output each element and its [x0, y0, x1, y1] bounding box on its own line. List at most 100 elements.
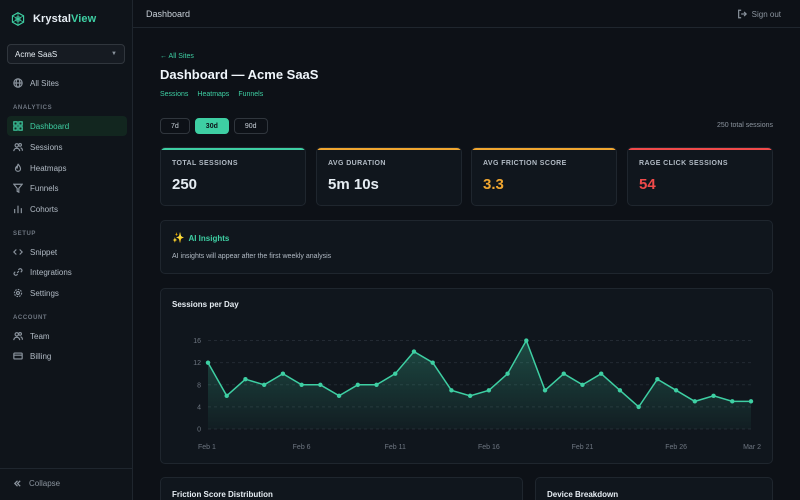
funnel-icon — [13, 183, 23, 193]
device-breakdown-title: Device Breakdown — [547, 490, 619, 499]
brand[interactable]: KrystalView — [11, 10, 96, 28]
chart-point — [692, 399, 698, 404]
chart-point — [243, 377, 248, 382]
device-breakdown-card: Device Breakdown — [535, 477, 773, 500]
chevrons-left-icon — [13, 480, 21, 487]
range-button-90d[interactable]: 90d — [233, 118, 268, 134]
chart-series-line — [207, 338, 751, 409]
stat-card-accent — [628, 148, 772, 150]
sidebar-item-heatmaps[interactable]: Heatmaps — [7, 158, 127, 178]
chart-x-tick-label: Feb 11 — [385, 444, 406, 451]
sidebar-item-settings[interactable]: Settings — [7, 283, 127, 303]
chart-point — [261, 382, 267, 387]
chart-x-tick-label: Feb 26 — [665, 444, 687, 451]
chevron-down-icon: ▼ — [111, 51, 117, 57]
chart-y-tick-label: 0 — [197, 427, 201, 434]
chart-title: Sessions per Day — [172, 300, 239, 309]
stat-value: 250 — [172, 176, 198, 193]
stat-card-total-sessions: TOTAL SESSIONS 250 — [160, 147, 306, 206]
stat-value: 5m 10s — [328, 176, 379, 193]
friction-distribution-title: Friction Score Distribution — [172, 490, 273, 499]
sidebar-item-label: Cohorts — [30, 204, 59, 214]
stat-value: 3.3 — [483, 176, 504, 193]
chart-x-tick-label: Feb 16 — [478, 444, 500, 451]
sidebar-item-label: Billing — [30, 351, 52, 361]
chart-x-tick-label: Feb 1 — [198, 444, 216, 451]
chart-point — [636, 404, 641, 410]
ai-insights-panel: ✨ AI Insights AI insights will appear af… — [160, 220, 773, 274]
section-label-analytics: ANALYTICS — [13, 105, 53, 111]
subnav-link-sessions[interactable]: Sessions — [160, 91, 189, 98]
chart-x-tick-label: Mar 2 — [743, 444, 761, 451]
link-icon — [13, 268, 23, 276]
sidebar-item-all-sites[interactable]: All Sites — [7, 73, 127, 93]
chart-x-tick-label: Feb 6 — [293, 444, 311, 451]
stat-card-avg-duration: AVG DURATION 5m 10s — [316, 147, 462, 206]
sidebar-item-sessions[interactable]: Sessions — [7, 137, 127, 157]
chart-point — [561, 371, 566, 376]
org-selector[interactable]: Acme SaaS ▼ — [7, 44, 125, 64]
globe-icon — [13, 78, 23, 88]
card-icon — [13, 352, 23, 360]
sign-out-button[interactable]: Sign out — [737, 9, 781, 19]
crystal-logo-icon — [11, 12, 25, 26]
chart-point — [299, 382, 304, 387]
sidebar-item-funnels[interactable]: Funnels — [7, 178, 127, 198]
chart-y-tick-label: 8 — [197, 382, 201, 389]
sessions-per-day-chart: Sessions per Day 0 4 8 12 16 Feb 1 Feb 6 Feb 11… — [160, 288, 773, 464]
main-content: ← All Sites Dashboard — Acme SaaS Sessio… — [133, 29, 800, 500]
chart-point — [711, 393, 716, 399]
chart-point — [748, 399, 754, 404]
range-button-30d[interactable]: 30d — [194, 118, 229, 134]
chart-canvas: 0 4 8 12 16 Feb 1 Feb 6 Feb 11 Feb 16 Feb 21 Feb 2… — [193, 338, 761, 451]
sidebar-item-label: Heatmaps — [30, 163, 67, 173]
back-to-sites-link[interactable]: ← All Sites — [160, 53, 194, 60]
ai-insights-title: AI Insights — [188, 234, 230, 243]
chart-point — [430, 360, 435, 365]
sidebar-item-label: All Sites — [30, 78, 59, 88]
brand-name: KrystalView — [33, 13, 97, 25]
chart-y-tick-label: 16 — [193, 338, 201, 345]
chart-area — [208, 340, 751, 429]
chart-point — [655, 377, 660, 382]
date-range-selector: 7d 30d 90d — [160, 118, 268, 134]
chart-point — [449, 388, 454, 393]
chart-point — [617, 388, 623, 393]
logout-icon — [737, 9, 747, 19]
chart-point — [224, 393, 229, 399]
chart-point — [673, 388, 679, 393]
stat-label: AVG FRICTION SCORE — [483, 160, 567, 167]
subnav-link-heatmaps[interactable]: Heatmaps — [197, 91, 230, 98]
sidebar-item-integrations[interactable]: Integrations — [7, 262, 127, 282]
chart-point — [411, 349, 417, 354]
sidebar-item-dashboard[interactable]: Dashboard — [7, 116, 127, 136]
sidebar-item-billing[interactable]: Billing — [7, 346, 127, 366]
collapse-button[interactable]: Collapse — [13, 479, 60, 488]
sidebar-item-label: Sessions — [30, 142, 63, 152]
chart-point — [280, 371, 286, 376]
friction-distribution-card: Friction Score Distribution — [160, 477, 523, 500]
grid-icon — [13, 121, 23, 131]
code-icon — [13, 249, 23, 255]
chart-point — [205, 360, 211, 365]
bar-chart-icon — [14, 205, 22, 214]
chart-point — [336, 393, 342, 399]
sidebar-item-team[interactable]: Team — [7, 326, 127, 346]
sidebar-item-snippet[interactable]: Snippet — [7, 242, 127, 262]
range-button-7d[interactable]: 7d — [160, 118, 190, 134]
chart-point — [542, 388, 548, 393]
sidebar: KrystalView Acme SaaS ▼ All Sites ANALYT… — [0, 0, 133, 500]
subnav-link-funnels[interactable]: Funnels — [238, 91, 264, 98]
fire-icon — [14, 163, 22, 172]
stat-label: RAGE CLICK SESSIONS — [639, 160, 728, 167]
sidebar-item-label: Snippet — [30, 247, 58, 257]
chart-point — [393, 371, 398, 376]
chart-point — [486, 388, 492, 393]
topbar-title: Dashboard — [146, 9, 191, 19]
sidebar-item-label: Integrations — [30, 267, 72, 277]
topbar: Dashboard Sign out — [133, 0, 800, 28]
sidebar-item-label: Settings — [30, 288, 59, 298]
sidebar-divider — [0, 468, 133, 469]
sidebar-item-cohorts[interactable]: Cohorts — [7, 199, 127, 219]
chart-point — [355, 382, 360, 387]
